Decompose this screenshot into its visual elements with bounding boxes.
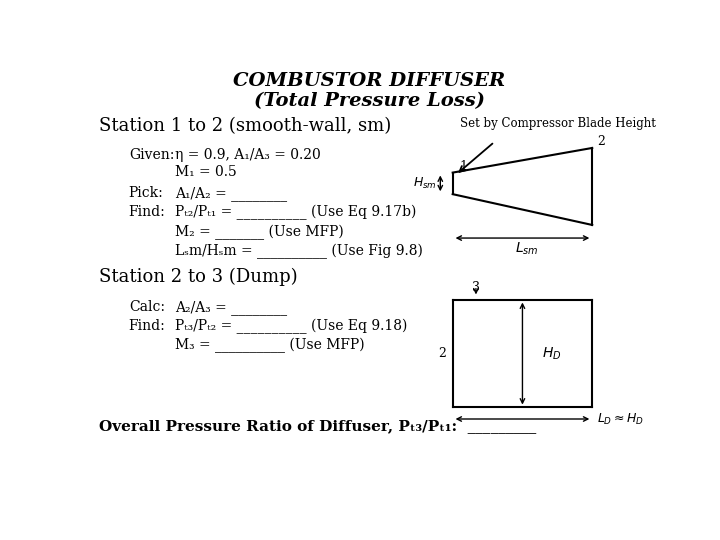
Text: M₂ = _______ (Use MFP): M₂ = _______ (Use MFP)	[175, 225, 344, 240]
Text: Overall Pressure Ratio of Diffuser, Pₜ₃/Pₜ₁:  _________: Overall Pressure Ratio of Diffuser, Pₜ₃/…	[99, 419, 536, 433]
Text: A₂/A₃ = ________: A₂/A₃ = ________	[175, 300, 287, 315]
Text: Station 1 to 2 (smooth-wall, sm): Station 1 to 2 (smooth-wall, sm)	[99, 117, 392, 135]
Text: $L_{sm}$: $L_{sm}$	[515, 241, 538, 257]
Text: η = 0.9, A₁/A₃ = 0.20: η = 0.9, A₁/A₃ = 0.20	[175, 148, 321, 162]
Text: Set by Compressor Blade Height: Set by Compressor Blade Height	[461, 117, 657, 130]
Text: Pick:: Pick:	[129, 186, 163, 200]
Text: M₃ = __________ (Use MFP): M₃ = __________ (Use MFP)	[175, 338, 365, 353]
Text: Find:: Find:	[129, 319, 166, 333]
Text: M₁ = 0.5: M₁ = 0.5	[175, 165, 237, 179]
Text: Pₜ₂/Pₜ₁ = __________ (Use Eq 9.17b): Pₜ₂/Pₜ₁ = __________ (Use Eq 9.17b)	[175, 205, 417, 220]
Text: 2: 2	[438, 347, 446, 360]
Text: $L_D \approx H_D$: $L_D \approx H_D$	[597, 411, 644, 427]
Text: (Total Pressure Loss): (Total Pressure Loss)	[253, 92, 485, 111]
Text: Pₜ₃/Pₜ₂ = __________ (Use Eq 9.18): Pₜ₃/Pₜ₂ = __________ (Use Eq 9.18)	[175, 319, 408, 334]
Text: 3: 3	[472, 281, 480, 294]
Text: 1: 1	[459, 160, 467, 173]
Text: Lₛm/Hₛm = __________ (Use Fig 9.8): Lₛm/Hₛm = __________ (Use Fig 9.8)	[175, 244, 423, 259]
Text: Station 2 to 3 (Dump): Station 2 to 3 (Dump)	[99, 268, 298, 286]
Text: Find:: Find:	[129, 205, 166, 219]
Text: Calc:: Calc:	[129, 300, 165, 314]
Text: A₁/A₂ = ________: A₁/A₂ = ________	[175, 186, 287, 201]
Text: Given:: Given:	[129, 148, 174, 162]
Text: $H_D$: $H_D$	[542, 346, 562, 362]
Text: COMBUSTOR DIFFUSER: COMBUSTOR DIFFUSER	[233, 72, 505, 91]
Text: 2: 2	[598, 136, 606, 148]
Text: $H_{sm}$: $H_{sm}$	[413, 176, 437, 191]
